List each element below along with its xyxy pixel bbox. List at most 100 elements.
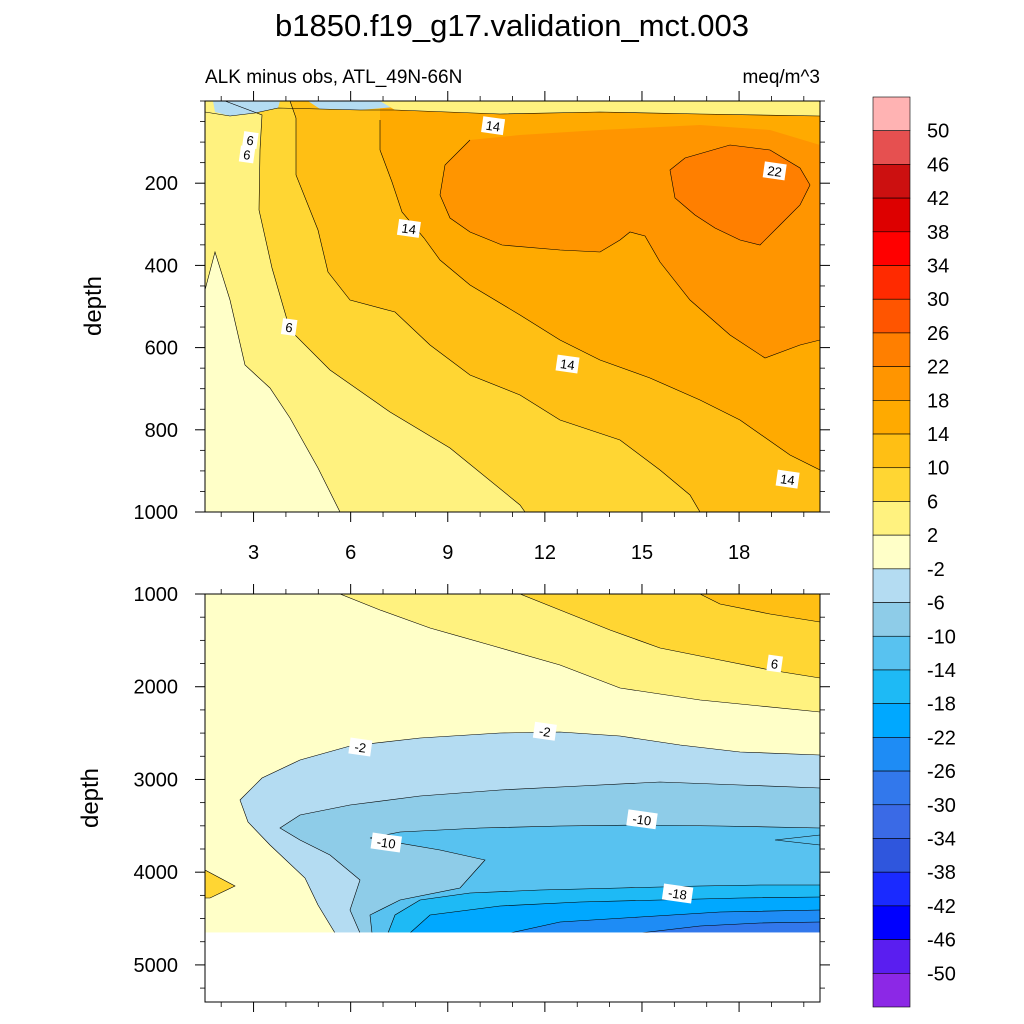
contour-label-text: 14 [401,220,417,237]
colorbar-swatch [872,231,911,266]
y-tick-label: 5000 [134,955,179,977]
contour-label-text: -10 [632,811,653,828]
contour-label: 6 [238,145,256,164]
lower-contour-fill [205,594,820,933]
colorbar-swatch [872,433,911,469]
x-tick-label: 18 [728,542,750,564]
contour-label-text: 14 [485,118,501,135]
x-tick-label: 3 [248,542,259,564]
upper-line-2 [205,250,341,512]
colorbar-swatch [872,298,911,334]
contour-label: -10 [370,832,402,853]
lower-line-10 [699,594,820,623]
colorbar-label: 14 [927,424,949,446]
contour-label-text: 6 [770,656,779,672]
colorbar-swatch [872,972,911,1008]
colorbar-swatch [872,602,911,637]
lower-fill-neg26-neg30 [640,922,820,933]
upper-contour-lines [205,101,820,512]
colorbar-swatch [872,905,911,940]
contour-label-box [775,469,800,489]
colorbar-swatch [872,265,911,300]
colorbar-label: 38 [927,222,949,244]
contour-label-text: 6 [284,320,293,336]
lower-line-6-b [205,869,236,899]
colorbar-swatch [872,501,911,536]
colorbar-swatch [872,164,911,199]
colorbar-label: 18 [927,390,949,412]
contour-label-text: -18 [667,885,688,902]
lower-contour-labels: 6 -2 -2 -10 -10 -18 [348,654,783,904]
colorbar-swatch [872,96,911,132]
upper-line-10 [289,101,701,512]
y-tick-label: 3000 [134,769,179,791]
colorbar-swatch [872,804,911,839]
contour-label-text: 6 [246,133,255,149]
contour-label: -2 [348,737,373,757]
subtitle-left: ALK minus obs, ATL_49N-66N [205,67,462,88]
upper-line-14 [379,120,820,471]
colorbar-label: -30 [927,795,956,817]
y-tick-label: 1000 [134,584,179,606]
contour-label-text: -10 [376,834,397,851]
contour-label: -18 [661,883,694,904]
colorbar-label: -34 [927,828,956,850]
contour-label-box [280,318,298,336]
upper-line-surface [205,107,820,117]
colorbar-swatch [872,703,911,738]
subtitle-right: meq/m^3 [742,67,820,88]
colorbar-swatch [872,669,911,704]
colorbar-label: -26 [927,761,956,783]
colorbar-swatch [872,366,911,401]
y-tick-label: 4000 [134,862,179,884]
colorbar-swatch [872,737,911,772]
colorbar-label: 22 [927,357,949,379]
contour-label-box [766,654,783,673]
upper-line-22 [669,144,811,246]
contour-label: 14 [775,469,800,489]
upper-surface-blue [213,101,280,116]
upper-line-18 [439,139,820,359]
contour-label-box [348,737,373,757]
colorbar-swatch [872,467,911,502]
no-data-region [205,932,820,1002]
contour-label-box [481,116,506,136]
colorbar-label: 42 [927,188,949,210]
x-tick-label: 15 [631,542,653,564]
x-tick-label: 12 [534,542,556,564]
colorbar-label: 34 [927,256,949,278]
lower-panel: 1000 2000 3000 4000 5000 6 -2 -2 -10 -10 -18 [134,584,830,1012]
lower-line-neg18 [409,896,820,933]
colorbar-label: -10 [927,626,956,648]
figure-title: b1850.f19_g17.validation_mct.003 [275,8,749,43]
contour-label: 6 [766,654,783,673]
contour-label-box [555,354,580,374]
contour-label-box [370,832,402,853]
lower-fill-6-10 [520,594,820,678]
lower-line-neg2 [239,731,820,933]
upper-surface-blue-2 [308,101,395,110]
contour-label: 14 [555,354,580,374]
colorbar-label: -18 [927,694,956,716]
colorbar-swatch [872,332,911,367]
colorbar-swatch [872,400,911,435]
y-tick-label: 600 [145,338,178,360]
contour-label-text: 22 [766,163,782,180]
colorbar-label: -2 [927,559,945,581]
contour-label-box [762,161,787,181]
lower-line-2 [339,594,820,713]
contour-label: 22 [762,161,787,181]
contour-label-box [396,218,421,238]
contour-label-box [661,883,694,904]
contour-label: 14 [481,116,506,136]
contour-label-text: -2 [354,739,368,755]
x-tick-label: 9 [442,542,453,564]
colorbar-label: 46 [927,154,949,176]
y-tick-label: 400 [145,255,178,277]
y-tick-label: 2000 [134,677,179,699]
colorbar-label: 6 [927,491,938,513]
colorbar-label: -14 [927,660,956,682]
colorbar-swatch [872,838,911,873]
colorbar-label: 10 [927,458,949,480]
